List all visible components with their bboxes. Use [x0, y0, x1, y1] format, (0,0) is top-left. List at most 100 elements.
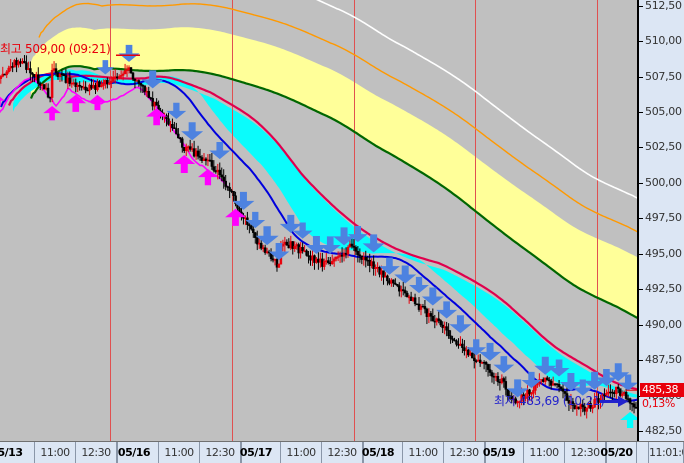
time-axis-label: [241, 442, 242, 463]
sell-signal-arrow: [319, 236, 341, 254]
time-axis-label: 12:30: [322, 442, 363, 463]
candle-body: [445, 326, 448, 331]
sell-signal-arrow: [255, 226, 279, 246]
sell-signal-arrow: [506, 379, 529, 398]
candle-body: [593, 399, 596, 408]
sell-signal-arrow: [436, 301, 458, 319]
time-axis-label: 12:30: [76, 442, 117, 463]
sell-signal-arrow: [607, 363, 630, 382]
candle-body: [415, 303, 419, 306]
sell-signal-arrow: [618, 374, 637, 391]
candle-body: [188, 146, 192, 150]
time-axis-label: [606, 442, 607, 463]
candle-body: [117, 76, 121, 78]
time-axis[interactable]: 5/1311:0012:3005/1611:0012:3005/1711:001…: [0, 441, 684, 463]
candle-body: [611, 391, 614, 394]
sell-signal-arrow: [493, 356, 515, 374]
time-axis-label: 11:00: [35, 442, 76, 463]
candle-body: [315, 258, 318, 263]
candle-body: [557, 383, 561, 388]
candle-body: [390, 279, 393, 284]
green-ma-line: [29, 65, 637, 319]
candle-body: [506, 389, 510, 396]
sell-signal-arrow: [279, 214, 302, 233]
candle-body: [407, 296, 411, 299]
candle-body: [494, 376, 498, 378]
price-axis[interactable]: 512,50 510,00 507,50 505,00 502,50 500,00 497,…: [637, 0, 684, 441]
sell-signal-arrow: [362, 234, 385, 253]
price-axis-spine: [638, 0, 639, 441]
candle-body: [295, 244, 298, 247]
candle-body: [257, 242, 261, 245]
candle-body: [459, 343, 462, 346]
candle-body: [151, 98, 154, 107]
candle-body: [234, 195, 237, 205]
candle-body: [200, 157, 204, 161]
candle-body: [530, 392, 533, 395]
candle-body: [92, 85, 95, 89]
candle-body: [360, 255, 364, 260]
candle-body: [222, 176, 225, 182]
candle-body: [401, 289, 405, 291]
sell-signal-arrow: [572, 379, 593, 396]
candle-body: [514, 398, 517, 404]
candle-body: [502, 378, 506, 382]
candle-body: [275, 259, 279, 268]
candle-body: [165, 115, 168, 119]
candle-body: [473, 357, 476, 361]
candle-body: [68, 77, 72, 84]
price-tick-label: 505,00: [645, 105, 682, 118]
candle-body: [624, 391, 628, 399]
buy-signal-arrow: [173, 155, 196, 174]
sell-signal-arrow: [141, 70, 164, 89]
price-tick: [638, 41, 643, 42]
price-tick: [638, 6, 643, 7]
candle-body: [482, 362, 486, 364]
candle-body: [119, 75, 123, 77]
candle-body: [29, 68, 32, 74]
candle-body: [104, 79, 107, 84]
candle-body: [553, 383, 557, 385]
time-axis-label: [485, 442, 486, 463]
candle-body: [143, 85, 147, 93]
candle-body: [461, 343, 464, 348]
candle-body: [181, 138, 184, 148]
candle-body: [325, 260, 328, 262]
sell-signal-arrow: [449, 315, 472, 334]
candle-body: [334, 256, 338, 260]
buy-signal-arrow: [88, 94, 107, 111]
candle-body: [72, 82, 76, 84]
candle-body: [254, 232, 257, 238]
candle-body: [145, 91, 149, 93]
time-axis-label: 11:00: [524, 442, 565, 463]
price-tick-label: 510,00: [645, 34, 682, 47]
candle-body: [532, 390, 535, 394]
candle-body: [330, 260, 334, 265]
sell-signal-arrow: [479, 342, 502, 361]
candle-body: [98, 81, 101, 88]
candle-body: [291, 241, 295, 249]
candle-body: [220, 174, 223, 178]
candle-body: [451, 338, 454, 341]
chart-plot-area[interactable]: 최고 509,00 (09:21) 최저 483,69 (10:21): [0, 0, 637, 441]
sell-signal-arrow: [521, 371, 542, 389]
candle-body: [192, 148, 196, 157]
candle-body: [366, 259, 369, 262]
candle-body: [133, 78, 137, 81]
white-band-line: [315, 0, 637, 199]
sell-signal-arrow: [548, 359, 570, 377]
candlestick-series: [0, 55, 637, 419]
candle-body: [437, 318, 440, 321]
candle-body: [323, 261, 326, 267]
time-axis-day-label: 05/20: [597, 442, 637, 463]
candle-body: [248, 224, 251, 227]
candle-body: [549, 380, 553, 386]
candle-body: [299, 247, 302, 254]
price-tick: [638, 183, 643, 184]
candle-body: [571, 401, 575, 406]
candle-body: [84, 86, 87, 91]
candle-body: [346, 246, 350, 255]
candle-body: [634, 406, 637, 409]
candle-body: [232, 191, 235, 196]
candle-body: [21, 60, 24, 64]
